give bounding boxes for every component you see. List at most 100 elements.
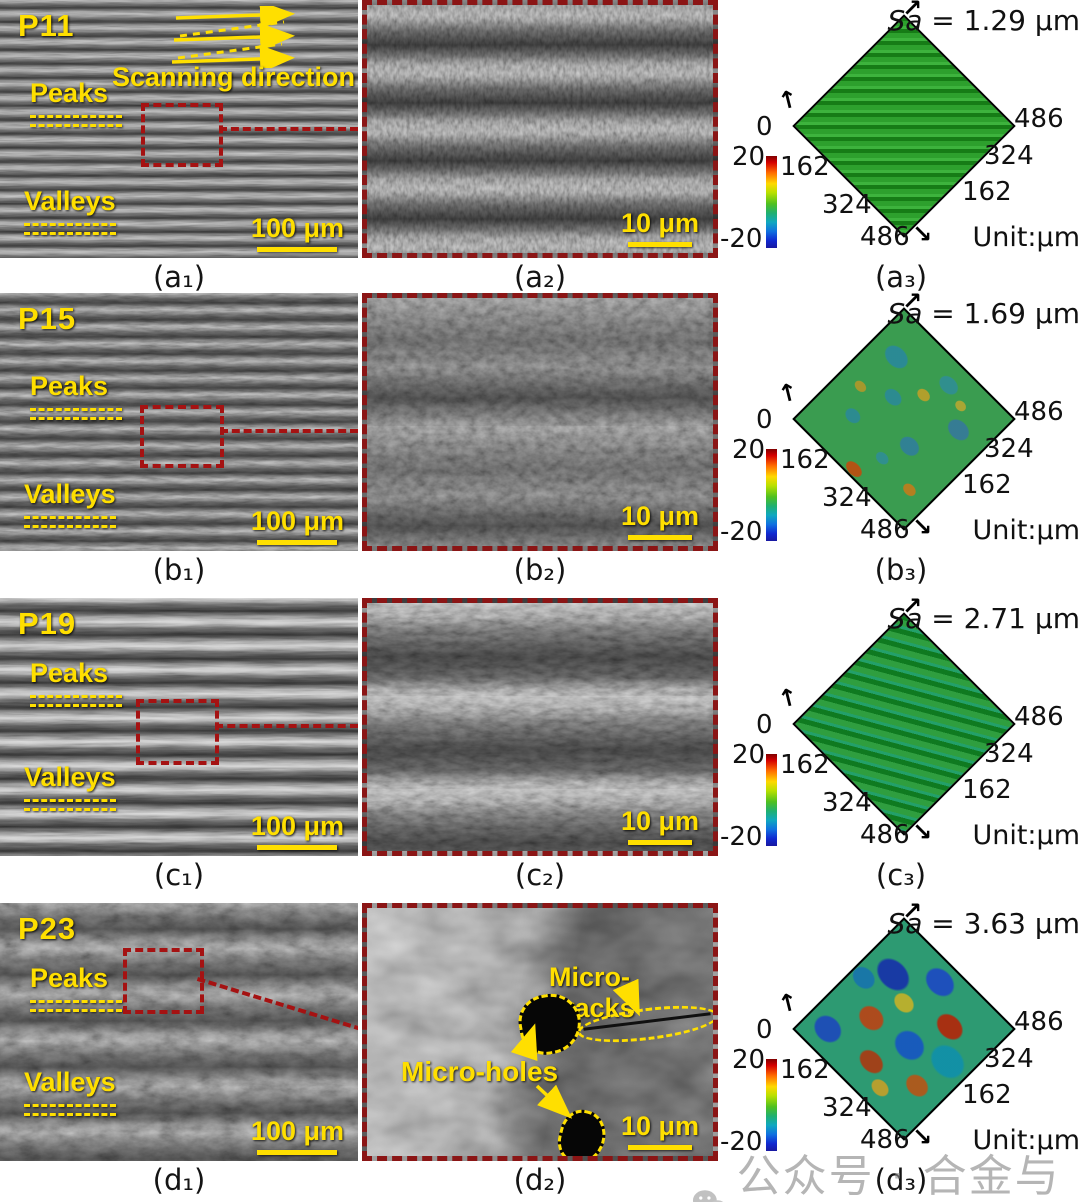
- caption-a2: (a₂): [513, 260, 567, 294]
- axis-tick: 486: [1014, 104, 1064, 134]
- wechat-icon: [692, 1190, 724, 1202]
- sample-label: P11: [18, 8, 75, 43]
- axis-arrow-up-right-icon: ↗: [902, 287, 923, 315]
- axis-tick: 162: [962, 470, 1012, 500]
- sem-panel-b1: P15 Peaks Valleys 100 μm: [0, 293, 358, 551]
- micro-hole-outline: [553, 1105, 611, 1156]
- axis-tick: 486: [860, 515, 910, 545]
- roi-box: [141, 103, 223, 167]
- sa-roughness-value: Sa = 2.71 μm: [887, 602, 1080, 635]
- axis-tick: 162: [962, 177, 1012, 207]
- axis-arrow-up-right-icon: ↗: [902, 592, 923, 620]
- axis-tick: 486: [860, 820, 910, 850]
- scale-bar: 100 μm: [251, 1116, 344, 1155]
- watermark-text: 公众号 · 合金与摩擦学: [736, 1151, 1061, 1202]
- sa-roughness-value: Sa = 1.69 μm: [887, 297, 1080, 330]
- axis-tick: 486: [1014, 397, 1064, 427]
- axis-arrow-up-icon: ↑: [774, 83, 802, 117]
- axis-arrow-down-right-icon: ↘: [912, 513, 933, 541]
- roi-connector-line: [215, 724, 358, 728]
- valleys-label: Valleys: [24, 762, 116, 811]
- scale-bar: 10 μm: [621, 1111, 699, 1150]
- scale-bar: 100 μm: [251, 506, 344, 545]
- figure-row-c: P19 Peaks Valleys 100 μm 10 μm Sa = 2.71…: [0, 592, 1080, 892]
- unit-label: Unit:μm: [972, 1125, 1080, 1156]
- figure-row-b: P15 Peaks Valleys 100 μm 10 μm Sa = 1.69…: [0, 287, 1080, 587]
- topo-panel-c3: Sa = 2.71 μm ↗ ↑ ↘ 0 162 324 486 486 324…: [720, 592, 1080, 856]
- scanning-direction-label: Scanning direction: [112, 62, 356, 92]
- caption-c3: (c₃): [875, 858, 927, 892]
- watermark: 公众号 · 合金与摩擦学: [690, 1140, 1080, 1202]
- figure-row-a: P11 Scanning direction Peaks Valleys 100…: [0, 0, 1080, 294]
- topo-panel-a3: Sa = 1.29 μm ↗ ↑ ↘ 0 162 324 486 486 324…: [720, 0, 1080, 258]
- colorbar-max-label: 20: [732, 740, 766, 770]
- unit-label: Unit:μm: [972, 820, 1080, 851]
- peaks-label: Peaks: [30, 658, 122, 707]
- colorbar-min-label: -20: [720, 822, 763, 852]
- caption-a1: (a₁): [152, 260, 206, 294]
- axis-arrow-up-right-icon: ↗: [902, 0, 923, 22]
- sa-roughness-value: Sa = 1.29 μm: [887, 4, 1080, 37]
- sem-panel-c1: P19 Peaks Valleys 100 μm: [0, 598, 358, 856]
- caption-d3: (d₃): [874, 1163, 928, 1197]
- sample-label: P23: [18, 911, 77, 946]
- colorbar: [766, 449, 777, 541]
- axis-tick: 324: [822, 483, 872, 513]
- micro-holes-label: Micro-holes: [401, 1056, 559, 1087]
- sample-label: P15: [18, 301, 77, 336]
- sample-label: P19: [18, 606, 77, 641]
- axis-tick: 0: [756, 710, 773, 740]
- roi-box: [123, 948, 204, 1014]
- caption-b2: (b₂): [513, 553, 567, 587]
- topo-panel-b3: Sa = 1.69 μm ↗ ↑ ↘ 0 162 324 486 486 324…: [720, 287, 1080, 551]
- caption-c1: (c₁): [153, 858, 205, 892]
- sem-zoom-panel-a2: 10 μm: [362, 0, 718, 258]
- colorbar-max-label: 20: [732, 1045, 766, 1075]
- caption-b1: (b₁): [152, 553, 206, 587]
- valleys-label: Valleys: [24, 186, 116, 235]
- axis-arrow-down-right-icon: ↘: [912, 220, 933, 248]
- peaks-label: Peaks: [30, 371, 122, 420]
- roi-connector-line: [219, 127, 358, 131]
- sem-zoom-panel-c2: 10 μm: [362, 598, 718, 856]
- roi-box: [136, 699, 219, 765]
- axis-tick: 0: [756, 405, 773, 435]
- caption-b3: (b₃): [874, 553, 928, 587]
- peaks-dash: [30, 115, 122, 118]
- caption-d1: (d₁): [152, 1163, 206, 1197]
- roi-box: [140, 405, 224, 468]
- scale-bar: 10 μm: [621, 806, 699, 845]
- caption-a3: (a₃): [874, 260, 928, 294]
- axis-tick: 162: [780, 750, 830, 780]
- roi-connector-line: [220, 429, 358, 433]
- axis-tick: 324: [822, 1093, 872, 1123]
- colorbar: [766, 754, 777, 846]
- colorbar-max-label: 20: [732, 142, 766, 172]
- topo-panel-d3: Sa = 3.63 μm ↗ ↑ ↘ 0 162 324 486 486 324…: [720, 897, 1080, 1161]
- scale-bar-line: [257, 247, 338, 252]
- axis-arrow-up-icon: ↑: [774, 986, 802, 1020]
- unit-label: Unit:μm: [972, 515, 1080, 546]
- axis-tick: 162: [780, 445, 830, 475]
- sem-zoom-panel-b2: 10 μm: [362, 293, 718, 551]
- sem-zoom-panel-d2: Micro-cracks Micro-holes 10 μm: [362, 903, 718, 1161]
- colorbar-min-label: -20: [720, 1127, 763, 1157]
- axis-tick: 0: [756, 112, 773, 142]
- axis-tick: 0: [756, 1015, 773, 1045]
- axis-tick: 324: [984, 739, 1034, 769]
- valleys-label: Valleys: [24, 479, 116, 528]
- valleys-label: Valleys: [24, 1067, 116, 1116]
- axis-arrow-up-right-icon: ↗: [902, 897, 923, 925]
- axis-tick: 162: [962, 1080, 1012, 1110]
- colorbar-min-label: -20: [720, 224, 763, 254]
- axis-tick: 162: [780, 1055, 830, 1085]
- sa-roughness-value: Sa = 3.63 μm: [887, 907, 1080, 940]
- axis-tick: 486: [860, 1125, 910, 1155]
- unit-label: Unit:μm: [972, 222, 1080, 253]
- colorbar-max-label: 20: [732, 435, 766, 465]
- scale-bar: 100 μm: [251, 213, 344, 252]
- sem-panel-d1: P23 Peaks Valleys 100 μm: [0, 903, 358, 1161]
- colorbar: [766, 1059, 777, 1151]
- axis-tick: 486: [1014, 702, 1064, 732]
